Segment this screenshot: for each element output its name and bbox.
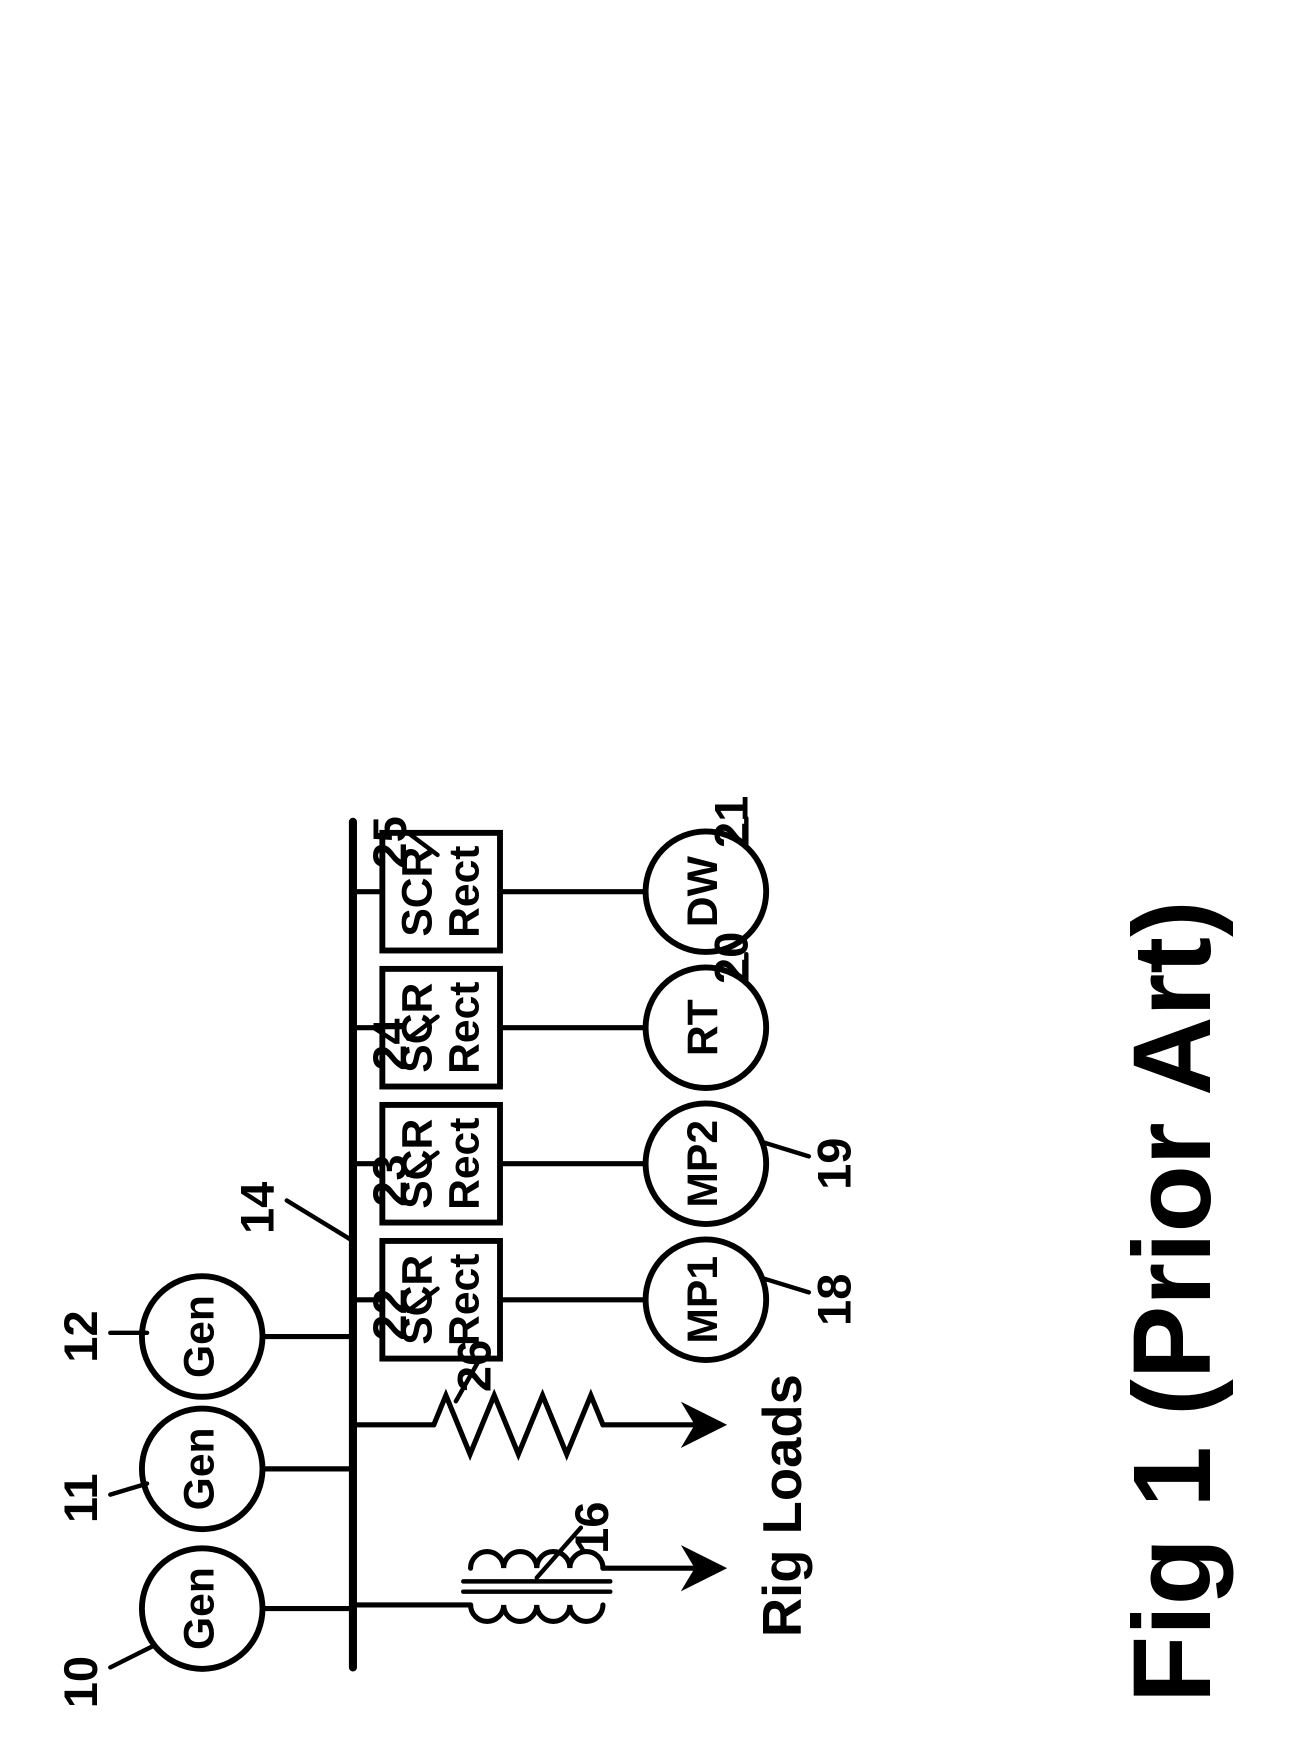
ref-number-m18: 18 xyxy=(808,1274,861,1326)
ref-number-gen12: 12 xyxy=(54,1310,107,1362)
generator-label-1: Gen xyxy=(175,1427,223,1510)
ref-number-m21: 21 xyxy=(705,796,758,848)
ref-number-r23: 23 xyxy=(363,1154,416,1206)
rectifier-label2-1: Rect xyxy=(440,1118,488,1210)
diagram-canvas: GenGenGenRig LoadsSCRRectSCRRectSCRRectS… xyxy=(0,0,1297,1763)
generator-label-0: Gen xyxy=(175,1567,223,1650)
ref-number-gen11: 11 xyxy=(54,1473,107,1523)
rectifier-label2-3: Rect xyxy=(440,845,488,937)
ref-number-bus14: 14 xyxy=(230,1182,283,1234)
generator-label-2: Gen xyxy=(175,1295,223,1378)
ref-number-m20: 20 xyxy=(705,932,758,984)
ref-number-ind26: 26 xyxy=(447,1340,500,1392)
motor-label-1: MP2 xyxy=(679,1120,727,1208)
diagram-svg: GenGenGenRig LoadsSCRRectSCRRectSCRRectS… xyxy=(0,0,1297,1763)
figure-title: Fig 1 (Prior Art) xyxy=(1111,900,1234,1703)
rectifier-label2-0: Rect xyxy=(440,1254,488,1346)
motor-label-2: RT xyxy=(679,999,727,1056)
ref-number-r25: 25 xyxy=(363,816,416,868)
motor-label-0: MP1 xyxy=(679,1256,727,1344)
ref-leader-bus14 xyxy=(287,1201,353,1241)
ref-number-r22: 22 xyxy=(363,1288,416,1340)
inductor-coil xyxy=(434,1395,603,1454)
ref-number-xfmr16: 16 xyxy=(565,1502,618,1554)
ref-number-r24: 24 xyxy=(363,1018,416,1070)
rig-loads-label: Rig Loads xyxy=(752,1374,813,1637)
motor-label-3: DW xyxy=(679,855,727,927)
ref-leader-gen11 xyxy=(110,1484,147,1495)
transformer-primary-coil xyxy=(471,1605,603,1622)
rectifier-label2-2: Rect xyxy=(440,982,488,1074)
ref-number-gen10: 10 xyxy=(54,1656,107,1708)
ref-leader-gen10 xyxy=(110,1645,154,1667)
ref-number-m19: 19 xyxy=(808,1138,861,1190)
